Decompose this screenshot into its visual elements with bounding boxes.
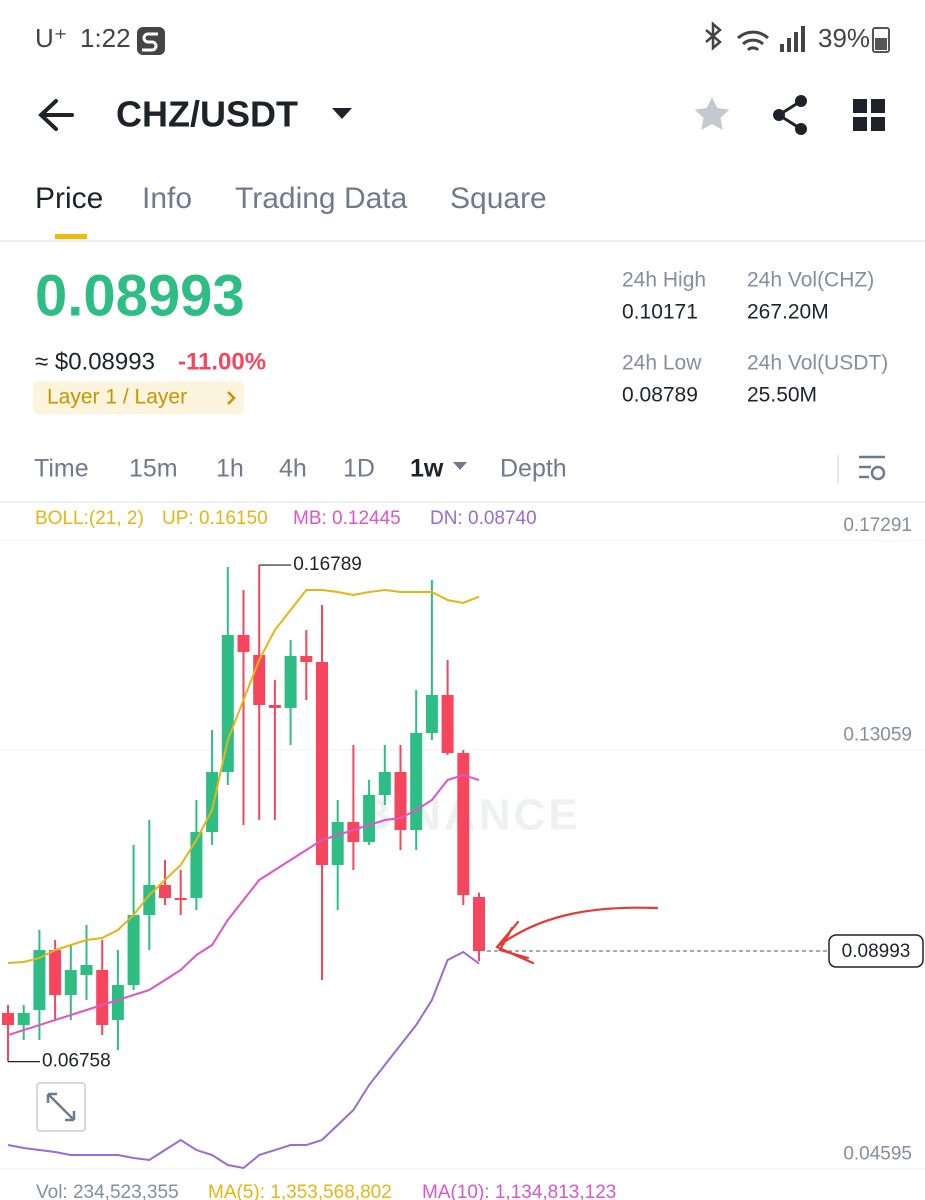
- y-tick-label: 0.04595: [843, 1144, 912, 1165]
- sector-tag-chevron: [227, 391, 236, 405]
- chart-settings-button[interactable]: [859, 455, 886, 481]
- hand-drawn-arrow: [495, 906, 659, 965]
- wifi-icon: [736, 30, 770, 52]
- candle-body: [394, 771, 407, 831]
- carrier: U⁺: [35, 23, 68, 53]
- tab-indicator: [55, 234, 87, 239]
- candle-body: [64, 970, 77, 996]
- candle-body: [80, 965, 93, 976]
- candle-body: [410, 732, 423, 831]
- candle-body: [300, 655, 313, 662]
- candle-body: [331, 821, 344, 866]
- volume-legend-entry: MA(5): 1,353,568,802: [208, 1182, 392, 1200]
- stat-value: 25.50M: [747, 384, 817, 407]
- interval-tab[interactable]: Depth: [500, 455, 567, 483]
- signal-icon: [780, 26, 805, 52]
- stats: 24h High 0.10171 24h Vol(CHZ) 267.20M 24h Lo…: [622, 269, 888, 407]
- candle-body: [206, 771, 219, 832]
- candle-body: [441, 695, 454, 753]
- last-price-box: [828, 934, 924, 968]
- menu-button[interactable]: [853, 99, 885, 131]
- candle-body: [363, 795, 376, 842]
- legend-entry: UP: 0.16150: [162, 508, 268, 529]
- tab[interactable]: Square: [450, 182, 547, 215]
- back-button[interactable]: [38, 99, 74, 131]
- candle-body: [96, 970, 109, 1026]
- battery-level: 39%: [818, 23, 870, 53]
- battery-icon: [872, 27, 890, 53]
- candle-body: [347, 821, 360, 842]
- last-price-label: 0.08993: [842, 941, 911, 962]
- candle-body: [174, 897, 187, 901]
- indicator-line: [7, 950, 480, 1170]
- candle-body: [190, 831, 203, 898]
- last-price: 0.08993: [35, 263, 245, 328]
- candle-body: [237, 635, 250, 652]
- legend-entry: MB: 0.12445: [293, 508, 401, 529]
- volume-legend-entry: Vol: 234,523,355: [36, 1182, 179, 1200]
- interval-tab[interactable]: 15m: [129, 455, 178, 483]
- pair-title[interactable]: CHZ/USDT: [116, 94, 298, 135]
- interval-tab[interactable]: 1w: [410, 455, 444, 483]
- favorite-button[interactable]: [694, 97, 730, 130]
- volume-legend: Vol: 234,523,355 MA(5): 1,353,568,802 MA(1…: [36, 1182, 616, 1200]
- y-tick-label: 0.13059: [843, 725, 912, 746]
- interval-dropdown[interactable]: [453, 462, 467, 470]
- candle-body: [378, 771, 391, 796]
- candle-body: [457, 752, 470, 896]
- battery-fill: [875, 38, 887, 50]
- candle-body: [111, 985, 124, 1021]
- stat-label: 24h High: [622, 269, 706, 292]
- app-icon-glyph: [142, 32, 158, 52]
- interval-tab[interactable]: 1h: [216, 455, 244, 483]
- interval-tab[interactable]: 4h: [279, 455, 307, 483]
- candle-body: [17, 1012, 30, 1026]
- tab[interactable]: Info: [142, 182, 192, 215]
- watermark: BINANCE: [359, 791, 580, 840]
- interval-bar: Time 15m 1h 4h 1D 1w Depth: [34, 455, 567, 483]
- candle-body: [2, 1012, 14, 1026]
- candle-body: [473, 896, 485, 952]
- stat-label: 24h Low: [622, 352, 702, 375]
- volume-legend-entry: MA(10): 1,134,813,123: [422, 1182, 616, 1200]
- candle-body: [33, 950, 46, 1011]
- tab-bar: Price Info Trading Data Square: [35, 182, 547, 215]
- fullscreen-icon: [46, 1092, 76, 1122]
- candle-body: [268, 705, 281, 708]
- interval-tab[interactable]: 1D: [343, 455, 375, 483]
- y-tick-label: 0.17291: [843, 515, 912, 536]
- indicator-line: [7, 588, 480, 964]
- stat-label: 24h Vol(CHZ): [747, 269, 874, 292]
- share-button[interactable]: [773, 95, 807, 135]
- sector-tag-text: Layer 1 / Layer: [47, 386, 187, 409]
- pair-dropdown[interactable]: [332, 108, 352, 119]
- stat-value: 267.20M: [747, 301, 829, 324]
- price-change: -11.00%: [178, 348, 266, 375]
- high-marker-label: 0.16789: [293, 554, 362, 575]
- sector-tag[interactable]: [33, 381, 244, 414]
- stat-value: 0.08789: [622, 384, 698, 407]
- candle-body: [284, 655, 297, 708]
- tab[interactable]: Price: [35, 182, 103, 215]
- clock: 1:22: [80, 23, 131, 53]
- indicator-line: [7, 773, 480, 1036]
- candle-body: [316, 661, 328, 866]
- candle-body: [159, 885, 171, 898]
- low-marker-label: 0.06758: [42, 1051, 111, 1072]
- candle-body: [127, 915, 140, 986]
- tab[interactable]: Trading Data: [235, 182, 408, 215]
- candle-body: [221, 635, 234, 772]
- stat-value: 0.10171: [622, 301, 698, 324]
- interval-tab[interactable]: Time: [34, 455, 89, 483]
- legend-entry: DN: 0.08740: [430, 508, 537, 529]
- indicator-label: BOLL:(21, 2): [35, 508, 144, 529]
- usd-price: ≈ $0.08993: [35, 348, 155, 375]
- chart: BINANCE 0.17291 0.13059 0.04595 BOLL:(21, 2)…: [0, 508, 925, 1170]
- bluetooth-icon: [705, 21, 722, 51]
- candle-body: [49, 950, 62, 996]
- stat-label: 24h Vol(USDT): [747, 352, 888, 375]
- candle-body: [425, 695, 438, 733]
